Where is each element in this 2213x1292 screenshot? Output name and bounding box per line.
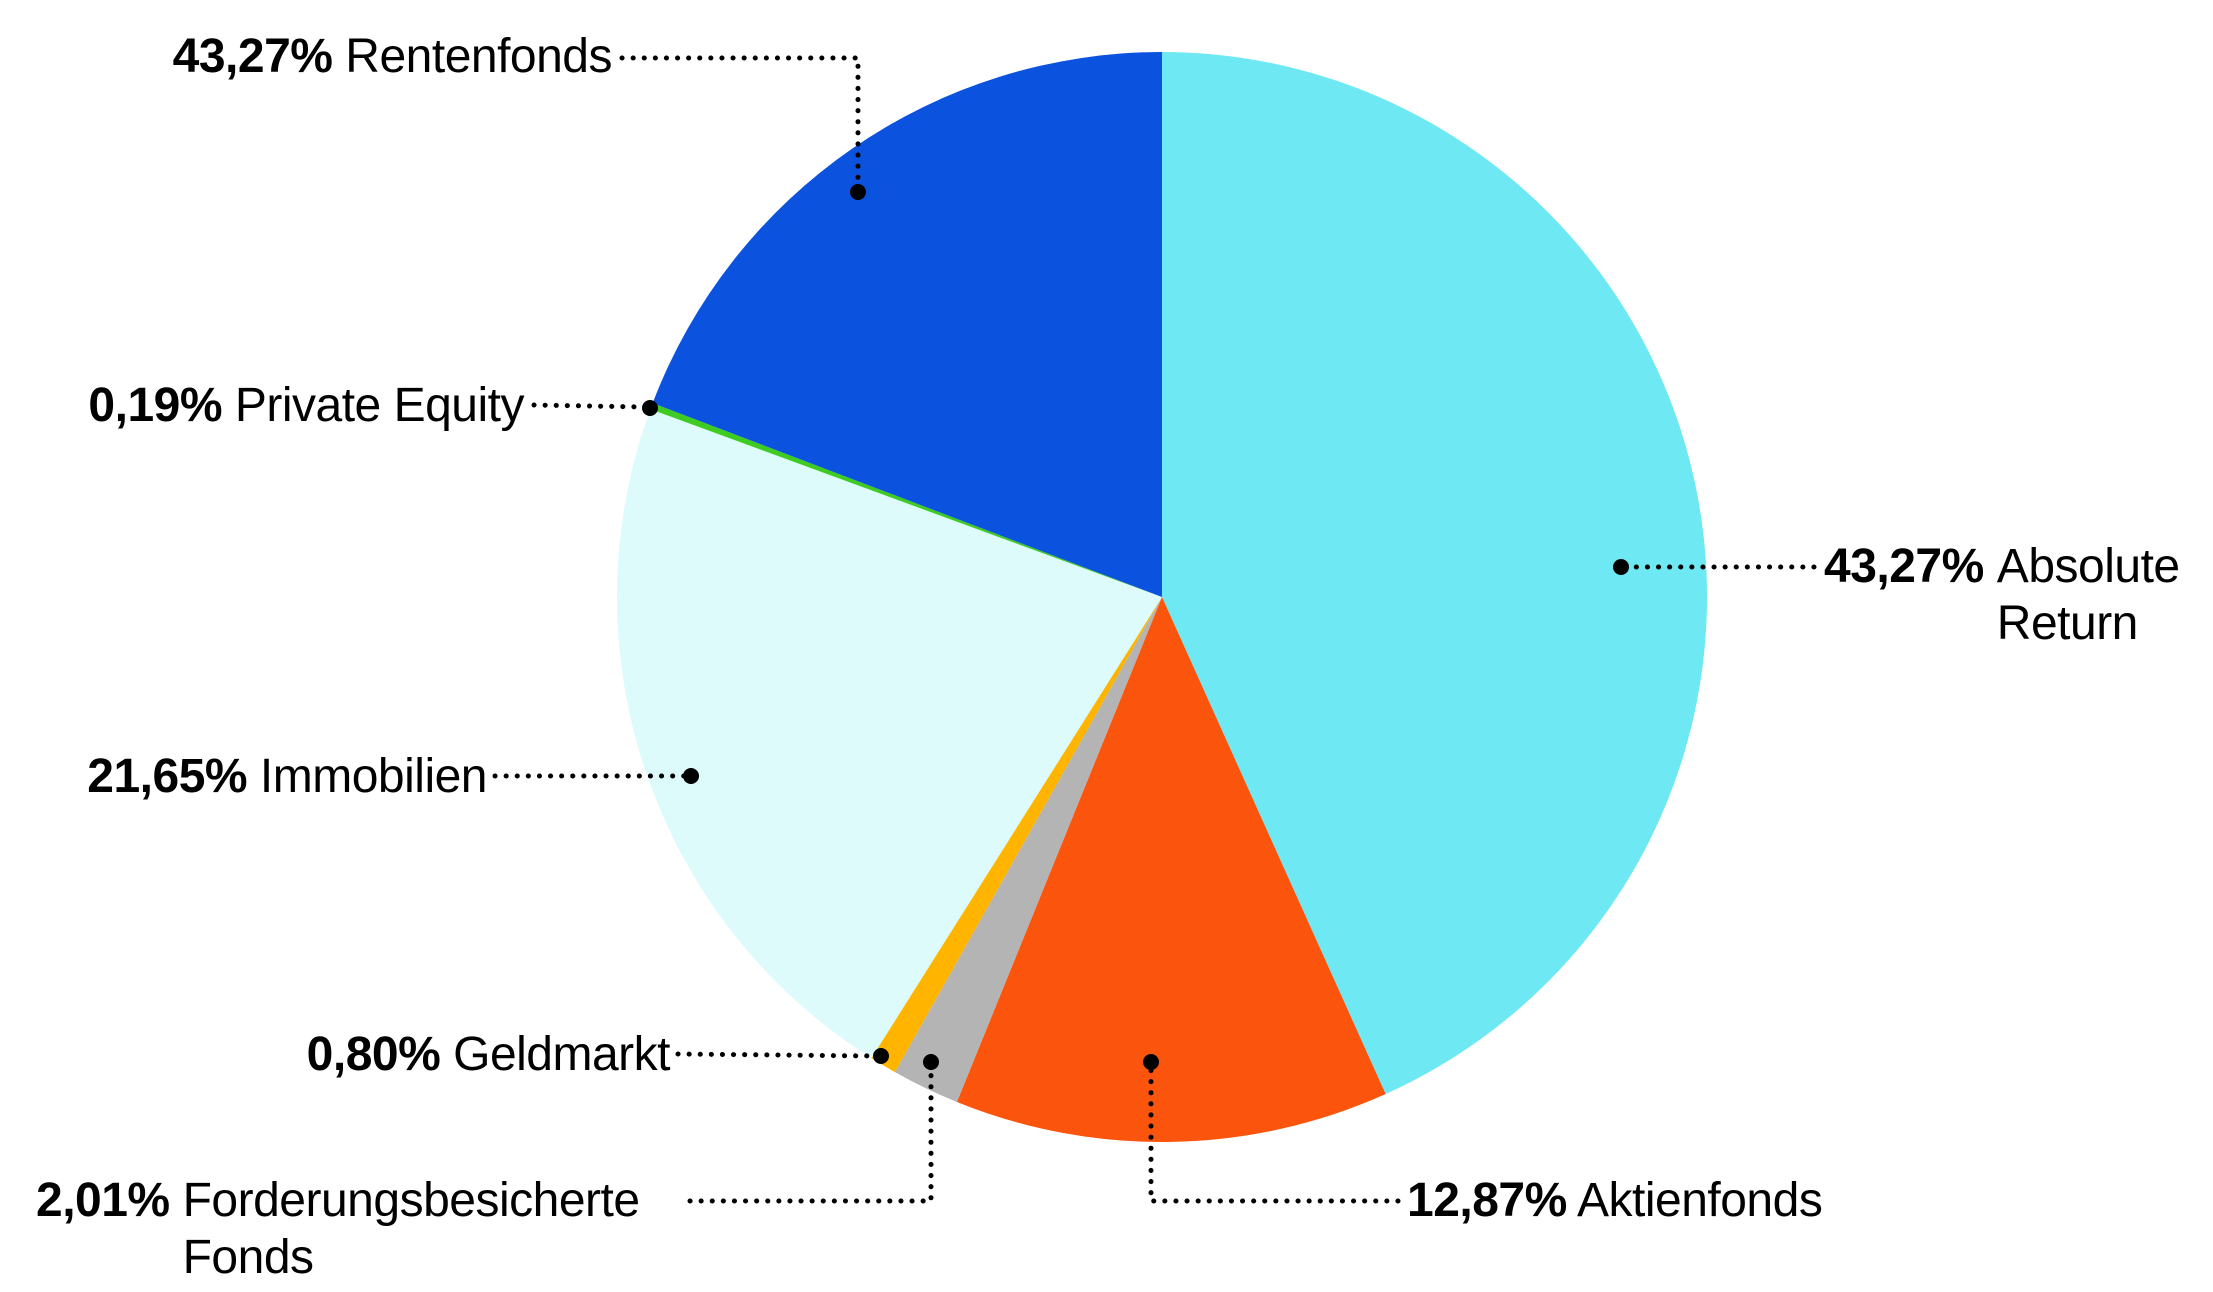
label-geldmarkt-name: Geldmarkt — [453, 1028, 670, 1081]
anchor-dot-absolute-return — [1613, 559, 1629, 575]
label-forderungsbesicherte-name: Forderungsbesicherte Fonds — [182, 1174, 640, 1284]
pie-slice-absolute-return — [1162, 52, 1708, 1094]
leader-rentenfonds — [619, 55, 861, 189]
label-aktienfonds: 12,87% Aktienfonds — [1407, 1172, 1823, 1229]
label-rentenfonds-name: Rentenfonds — [345, 30, 612, 83]
pie-slice-geldmarkt — [871, 597, 1162, 1073]
label-absolute-return-percent: 43,27% — [1824, 540, 1984, 593]
leader-forderungsbesicherte — [687, 1067, 934, 1204]
label-rentenfonds-percent: 43,27% — [172, 30, 333, 83]
pie-slice-immobilien — [617, 409, 1162, 1059]
label-private-equity-name: Private Equity — [234, 379, 525, 432]
anchor-dot-private-equity — [642, 400, 658, 416]
label-rentenfonds: 43,27% Rentenfonds — [172, 28, 613, 85]
label-forderungsbesicherte-percent: 2,01% — [36, 1174, 170, 1227]
label-private-equity-percent: 0,19% — [88, 379, 223, 432]
pie-slice-private-equity — [650, 403, 1162, 597]
leader-aktienfonds — [1148, 1067, 1401, 1204]
anchor-dot-immobilien — [683, 768, 699, 784]
label-immobilien: 21,65% Immobilien — [87, 748, 487, 805]
pie-slices — [617, 52, 1708, 1143]
label-absolute-return-name: Absolute Return — [1996, 540, 2180, 650]
label-absolute-return: 43,27% Absolute Return — [1824, 538, 2213, 652]
anchor-dot-aktienfonds — [1143, 1054, 1159, 1070]
pie-slice-aktienfonds — [956, 597, 1386, 1143]
label-immobilien-name: Immobilien — [259, 750, 488, 803]
anchor-dot-rentenfonds — [850, 184, 866, 200]
leader-geldmarkt — [675, 1051, 877, 1059]
label-forderungsbesicherte: 2,01% Forderungsbesicherte Fonds — [36, 1172, 696, 1286]
anchor-dot-forderungsbesicherte — [923, 1054, 939, 1070]
pie-slice-rentenfonds — [652, 52, 1162, 597]
label-geldmarkt-percent: 0,80% — [306, 1028, 441, 1081]
anchor-dot-geldmarkt — [873, 1048, 889, 1064]
label-geldmarkt: 0,80% Geldmarkt — [306, 1026, 671, 1083]
label-aktienfonds-name: Aktienfonds — [1576, 1174, 1823, 1227]
label-immobilien-percent: 21,65% — [87, 750, 248, 803]
label-aktienfonds-percent: 12,87% — [1407, 1174, 1567, 1227]
leader-private-equity — [531, 402, 647, 410]
pie-slice-forderungsbesicherte-fonds — [894, 597, 1162, 1102]
label-private-equity: 0,19% Private Equity — [88, 377, 524, 434]
